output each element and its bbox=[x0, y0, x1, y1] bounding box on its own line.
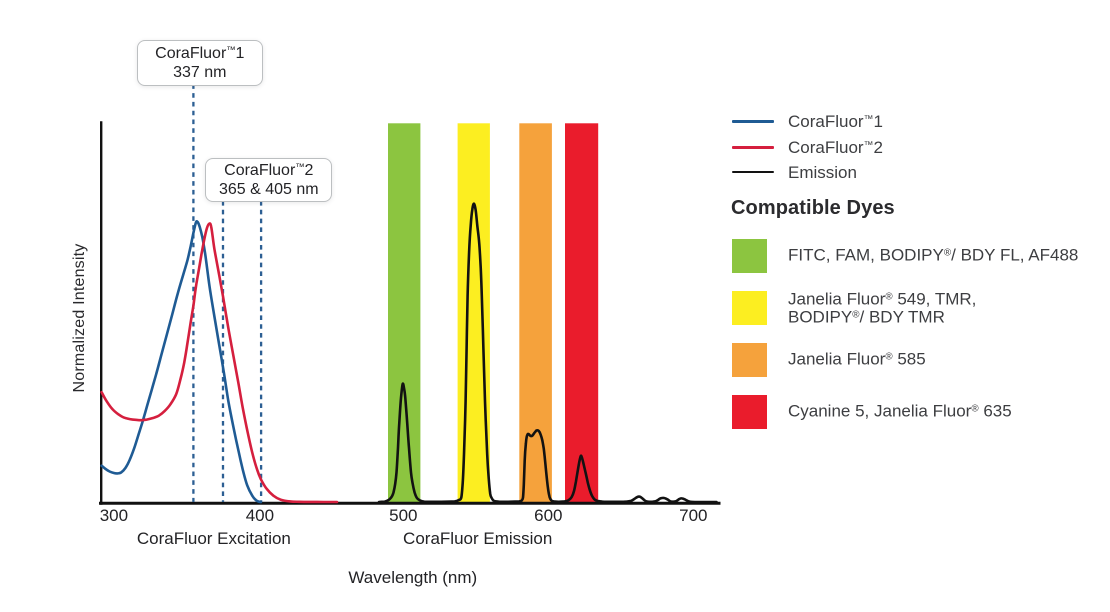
dye-swatch-orange bbox=[732, 343, 767, 377]
dye-band-2 bbox=[519, 123, 552, 504]
dye-band-3 bbox=[565, 123, 599, 504]
callout-corafluor1: CoraFluor™1 337 nm bbox=[136, 39, 263, 86]
legend-label-emission: Emission bbox=[788, 162, 857, 182]
dye-label-janelia549-line1: Janelia Fluor® 549, TMR, bbox=[788, 289, 977, 309]
callout-corafluor1-wavelength: 337 nm bbox=[173, 63, 227, 81]
x-axis-title: Wavelength (nm) bbox=[348, 567, 478, 587]
dye-label-janelia549-line2: BODIPY®/ BDY TMR bbox=[788, 307, 945, 327]
callout-corafluor1-title: CoraFluor™1 bbox=[155, 44, 245, 62]
dye-band-0 bbox=[388, 123, 421, 504]
dye-label-fitc: FITC, FAM, BODIPY®/ BDY FL, AF488 bbox=[788, 245, 1079, 265]
dye-swatch-red bbox=[732, 395, 767, 430]
dye-row-janelia585: Janelia Fluor® 585 bbox=[732, 343, 1092, 377]
dye-swatch-yellow bbox=[732, 291, 767, 326]
dye-label-janelia585: Janelia Fluor® 585 bbox=[788, 349, 926, 369]
curve-excitation-1 bbox=[100, 222, 339, 504]
x-tick-700: 700 bbox=[679, 505, 708, 525]
y-axis-title: Normalized Intensity bbox=[71, 243, 88, 393]
callout-corafluor2-title: CoraFluor™2 bbox=[224, 161, 314, 179]
curve-emission bbox=[377, 202, 718, 504]
dye-row-fitc: FITC, FAM, BODIPY®/ BDY FL, AF488 bbox=[732, 239, 1092, 273]
legend-line-emission bbox=[732, 170, 774, 174]
dye-row-cyanine5: Cyanine 5, Janelia Fluor® 635 bbox=[732, 395, 1092, 430]
x-section-label-excitation: CoraFluor Excitation bbox=[136, 528, 291, 548]
legend-line-corafluor2 bbox=[732, 146, 774, 149]
curve-excitation-0 bbox=[100, 220, 263, 504]
dye-label-janelia549: Janelia Fluor® 549, TMR, BODIPY®/ BDY TM… bbox=[788, 289, 977, 327]
x-section-label-emission: CoraFluor Emission bbox=[403, 528, 553, 548]
x-tick-500: 500 bbox=[389, 505, 418, 525]
dye-row-janelia549: Janelia Fluor® 549, TMR, BODIPY®/ BDY TM… bbox=[732, 289, 1092, 327]
x-tick-400: 400 bbox=[245, 505, 275, 525]
legend-line-corafluor1 bbox=[732, 120, 774, 124]
dye-band-1 bbox=[457, 123, 490, 504]
x-tick-300: 300 bbox=[99, 505, 129, 525]
dye-label-cyanine5: Cyanine 5, Janelia Fluor® 635 bbox=[788, 402, 1012, 421]
dye-swatch-green bbox=[732, 239, 767, 273]
callout-corafluor2-wavelength: 365 & 405 nm bbox=[218, 180, 319, 198]
legend-label-corafluor1: CoraFluor™1 bbox=[788, 112, 883, 132]
compatible-dyes-title: Compatible Dyes bbox=[731, 197, 895, 219]
legend-label-corafluor2: CoraFluor™2 bbox=[788, 137, 883, 157]
callout-corafluor2: CoraFluor™2 365 & 405 nm bbox=[205, 157, 333, 202]
x-tick-600: 600 bbox=[534, 505, 563, 525]
